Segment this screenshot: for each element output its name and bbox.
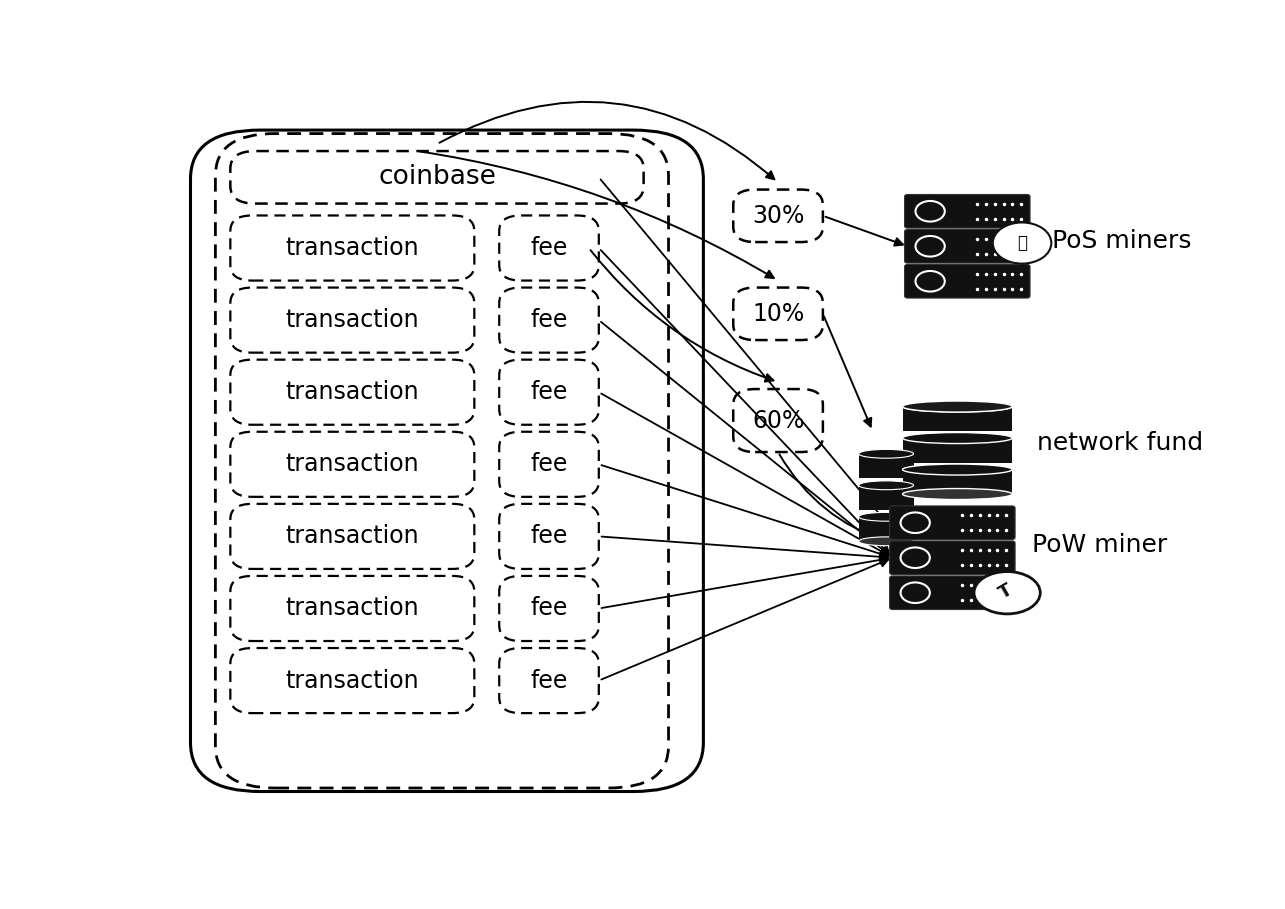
Text: coinbase: coinbase	[378, 165, 496, 190]
FancyBboxPatch shape	[889, 506, 1015, 540]
Text: transaction: transaction	[285, 524, 419, 548]
FancyBboxPatch shape	[500, 432, 599, 497]
Ellipse shape	[974, 572, 1041, 614]
FancyBboxPatch shape	[500, 215, 599, 281]
Ellipse shape	[858, 449, 914, 458]
FancyBboxPatch shape	[905, 229, 1031, 263]
FancyBboxPatch shape	[905, 265, 1031, 298]
Text: fee: fee	[531, 236, 568, 260]
FancyBboxPatch shape	[500, 287, 599, 353]
Text: fee: fee	[531, 596, 568, 621]
Text: transaction: transaction	[285, 380, 419, 405]
Bar	[858, 454, 914, 478]
FancyBboxPatch shape	[889, 541, 1015, 574]
FancyBboxPatch shape	[734, 287, 822, 340]
Bar	[902, 438, 1013, 463]
FancyBboxPatch shape	[230, 287, 474, 353]
Circle shape	[901, 583, 930, 603]
Circle shape	[915, 201, 944, 222]
Text: 30%: 30%	[752, 204, 804, 228]
Text: transaction: transaction	[285, 308, 419, 332]
Ellipse shape	[902, 488, 1013, 500]
Text: fee: fee	[531, 308, 568, 332]
FancyBboxPatch shape	[230, 648, 474, 714]
FancyBboxPatch shape	[500, 648, 599, 714]
Text: 🎫: 🎫	[1016, 234, 1027, 252]
Ellipse shape	[902, 433, 1013, 444]
Ellipse shape	[858, 537, 914, 545]
Text: fee: fee	[531, 524, 568, 548]
Bar	[858, 485, 914, 510]
FancyBboxPatch shape	[500, 360, 599, 425]
Ellipse shape	[858, 481, 914, 490]
Text: PoS miners: PoS miners	[1052, 229, 1191, 253]
FancyBboxPatch shape	[734, 389, 822, 452]
Ellipse shape	[902, 401, 1013, 412]
Circle shape	[915, 236, 944, 256]
Text: fee: fee	[531, 669, 568, 693]
Bar	[858, 517, 914, 541]
Text: 60%: 60%	[752, 408, 804, 433]
Ellipse shape	[858, 513, 914, 521]
FancyBboxPatch shape	[500, 504, 599, 569]
FancyBboxPatch shape	[230, 576, 474, 641]
Text: fee: fee	[531, 453, 568, 476]
Ellipse shape	[902, 464, 1013, 475]
Text: transaction: transaction	[285, 236, 419, 260]
Circle shape	[915, 271, 944, 292]
Circle shape	[993, 223, 1051, 264]
FancyBboxPatch shape	[889, 576, 1015, 610]
FancyBboxPatch shape	[734, 190, 822, 242]
Text: PoW miner: PoW miner	[1032, 534, 1167, 557]
FancyBboxPatch shape	[230, 151, 644, 204]
Text: fee: fee	[531, 380, 568, 405]
Bar	[902, 406, 1013, 431]
Text: network fund: network fund	[1037, 431, 1203, 455]
FancyBboxPatch shape	[190, 130, 703, 792]
Text: transaction: transaction	[285, 453, 419, 476]
FancyBboxPatch shape	[500, 576, 599, 641]
Circle shape	[901, 547, 930, 568]
Text: 10%: 10%	[752, 302, 804, 325]
Ellipse shape	[902, 401, 1013, 412]
FancyBboxPatch shape	[905, 195, 1031, 228]
Text: T: T	[996, 581, 1015, 603]
Text: transaction: transaction	[285, 669, 419, 693]
FancyBboxPatch shape	[230, 360, 474, 425]
FancyBboxPatch shape	[230, 215, 474, 281]
FancyBboxPatch shape	[230, 432, 474, 497]
FancyBboxPatch shape	[216, 134, 668, 788]
Text: transaction: transaction	[285, 596, 419, 621]
Bar	[902, 470, 1013, 494]
Circle shape	[901, 513, 930, 533]
FancyBboxPatch shape	[230, 504, 474, 569]
